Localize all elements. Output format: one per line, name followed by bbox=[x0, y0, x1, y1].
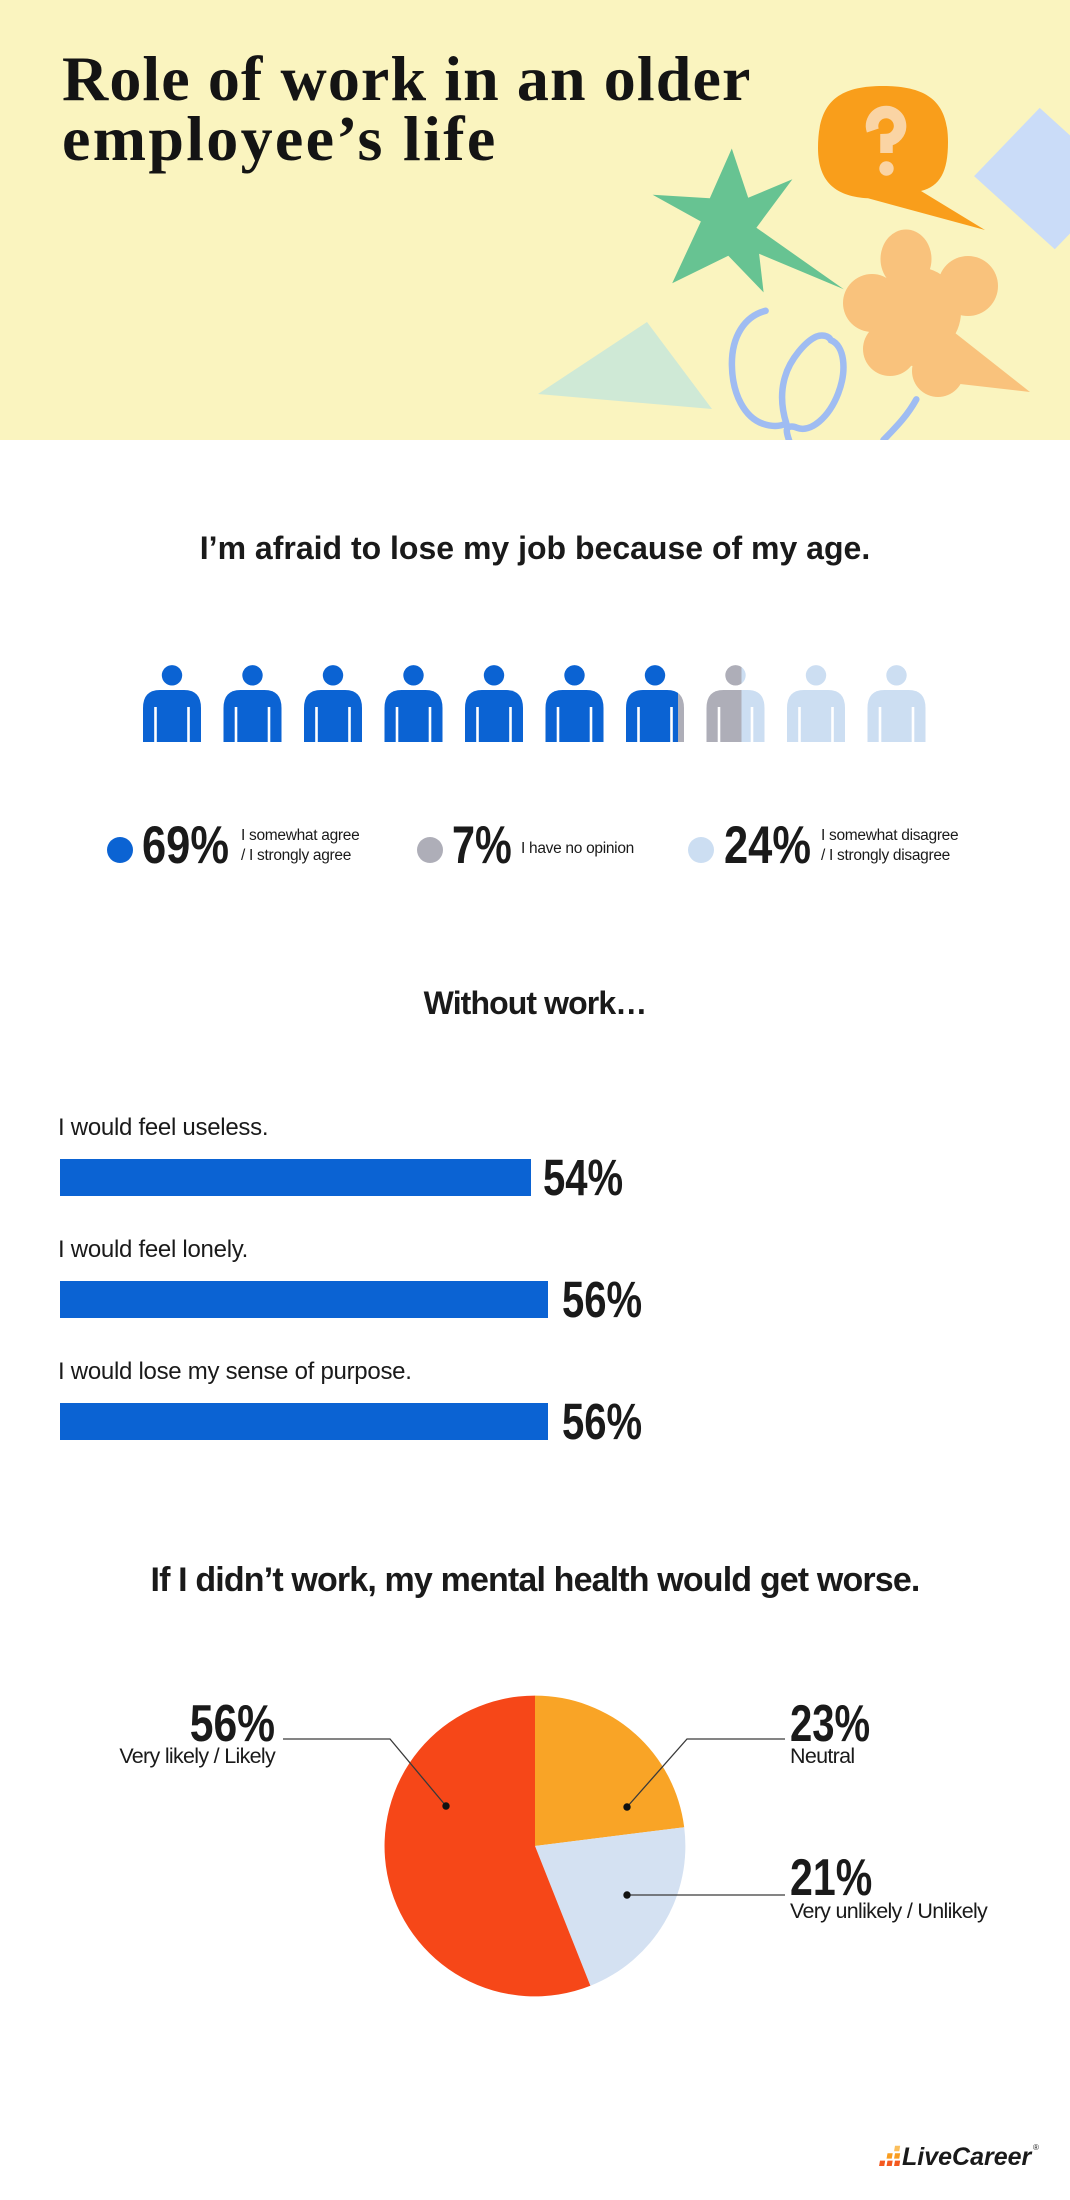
svg-text:®: ® bbox=[1033, 2143, 1039, 2152]
svg-text:LiveCareer: LiveCareer bbox=[902, 2143, 1033, 2171]
